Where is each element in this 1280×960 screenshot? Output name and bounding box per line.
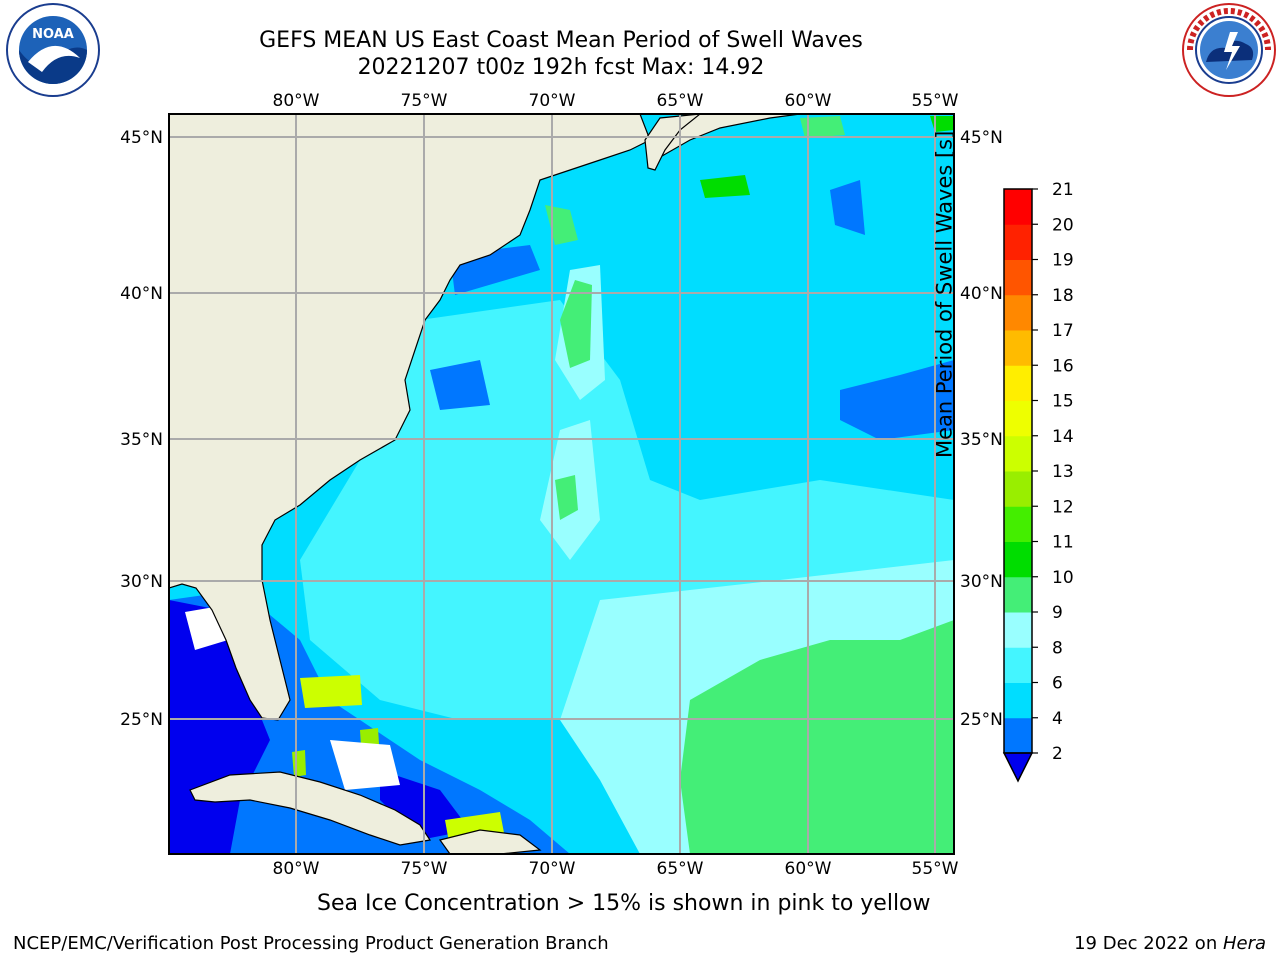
footer-date: 19 Dec 2022 on Hera bbox=[1074, 933, 1266, 954]
chart-title: GEFS MEAN US East Coast Mean Period of S… bbox=[259, 28, 863, 53]
lon-label-bottom: 70°W bbox=[529, 859, 576, 879]
colorbar-segment bbox=[1004, 400, 1032, 437]
lat-label-right: 30°N bbox=[960, 572, 1003, 592]
map-frame bbox=[168, 113, 955, 855]
footer-credit: NCEP/EMC/Verification Post Processing Pr… bbox=[13, 933, 609, 954]
colorbar-tick-label: 16 bbox=[1052, 356, 1074, 376]
field-13-14s-a bbox=[300, 675, 362, 708]
colorbar-tick-label: 19 bbox=[1052, 251, 1074, 271]
colorbar: 2 4 6 8 9 10 11 12 13 14 15 16 17 18 19 20 21 bbox=[1002, 180, 1074, 783]
colorbar-tick-label: 12 bbox=[1052, 497, 1074, 517]
colorbar-tick-label: 20 bbox=[1052, 215, 1074, 235]
colorbar-tick-label: 2 bbox=[1052, 744, 1063, 764]
colorbar-segment bbox=[1004, 471, 1032, 507]
lon-label-top: 80°W bbox=[273, 91, 320, 111]
colorbar-tick-label: 15 bbox=[1052, 392, 1074, 412]
graticule bbox=[169, 114, 954, 854]
land-hispaniola bbox=[438, 829, 542, 854]
field-9-10s-mid bbox=[555, 475, 578, 520]
colorbar-segment bbox=[1004, 506, 1032, 542]
land-cuba bbox=[189, 771, 432, 846]
colorbar-tick-label: 8 bbox=[1052, 638, 1063, 658]
colorbar-tick-label: 9 bbox=[1052, 603, 1063, 623]
field-9-10s-newfoundland bbox=[800, 116, 845, 138]
lat-label-left: 35°N bbox=[120, 430, 163, 450]
lat-label-right: 25°N bbox=[960, 710, 1003, 730]
noaa-logo: NOAA bbox=[6, 3, 100, 97]
lat-labels-right: 45°N 40°N 35°N 30°N 25°N bbox=[960, 128, 1003, 730]
colorbar-segment bbox=[1004, 682, 1032, 719]
colorbar-tick-label: 17 bbox=[1052, 321, 1074, 341]
lon-labels-bottom: 80°W 75°W 70°W 65°W 60°W 55°W bbox=[273, 859, 959, 879]
lat-label-right: 35°N bbox=[960, 430, 1003, 450]
footer-host: Hera bbox=[1222, 933, 1266, 954]
lat-label-right: 45°N bbox=[960, 128, 1003, 148]
colorbar-tick-label: 13 bbox=[1052, 462, 1074, 482]
colorbar-segment bbox=[1004, 717, 1032, 754]
lon-label-bottom: 80°W bbox=[273, 859, 320, 879]
lat-label-left: 40°N bbox=[120, 284, 163, 304]
lon-label-bottom: 65°W bbox=[657, 859, 704, 879]
field-4-6s-b bbox=[840, 360, 954, 440]
colorbar-segment bbox=[1004, 612, 1032, 648]
colorbar-segment bbox=[1004, 189, 1032, 225]
map-area bbox=[169, 114, 954, 854]
colorbar-label: Mean Period of Swell Waves [s] bbox=[932, 130, 957, 458]
colorbar-segment bbox=[1004, 435, 1032, 472]
colorbar-underflow-triangle bbox=[1002, 752, 1034, 783]
colorbar-segment bbox=[1004, 259, 1032, 296]
colorbar-segment bbox=[1004, 576, 1032, 613]
colorbar-tick-label: 21 bbox=[1052, 180, 1074, 200]
lat-label-left: 30°N bbox=[120, 572, 163, 592]
field-9-10s-north bbox=[560, 280, 592, 368]
colorbar-segment bbox=[1004, 541, 1032, 578]
colorbar-tick-label: 4 bbox=[1052, 709, 1063, 729]
colorbar-segment bbox=[1004, 294, 1032, 331]
lat-labels-left: 45°N 40°N 35°N 30°N 25°N bbox=[120, 128, 163, 730]
sea-ice-caption: Sea Ice Concentration > 15% is shown in … bbox=[317, 891, 931, 916]
colorbar-tick-label: 11 bbox=[1052, 533, 1074, 553]
field-4-6s-c bbox=[830, 180, 865, 235]
field-9-10s-georges bbox=[545, 205, 578, 245]
nws-logo bbox=[1182, 3, 1276, 97]
lat-label-right: 40°N bbox=[960, 284, 1003, 304]
lon-label-top: 55°W bbox=[912, 91, 959, 111]
colorbar-tick-label: 14 bbox=[1052, 427, 1074, 447]
land-maine-nb bbox=[644, 114, 701, 171]
field-9-10s bbox=[680, 620, 954, 854]
footer-date-text: 19 Dec 2022 on bbox=[1074, 933, 1223, 954]
field-10-11s-scotian bbox=[700, 175, 750, 198]
colorbar-segment bbox=[1004, 647, 1032, 683]
land-north-america bbox=[169, 114, 651, 721]
field-4-6s-a bbox=[430, 360, 490, 410]
chart-subtitle: 20221207 t00z 192h fcst Max: 14.92 bbox=[357, 55, 765, 80]
colorbar-tick-label: 6 bbox=[1052, 674, 1063, 694]
noaa-logo-text: NOAA bbox=[32, 27, 74, 42]
lon-label-bottom: 60°W bbox=[785, 859, 832, 879]
colorbar-tick-label: 18 bbox=[1052, 286, 1074, 306]
lon-label-bottom: 55°W bbox=[912, 859, 959, 879]
lon-labels-top: 80°W 75°W 70°W 65°W 60°W 55°W bbox=[273, 91, 959, 111]
bahamas-bank bbox=[330, 740, 400, 790]
lon-label-top: 75°W bbox=[401, 91, 448, 111]
colorbar-segment bbox=[1004, 224, 1032, 260]
lat-label-left: 45°N bbox=[120, 128, 163, 148]
lon-label-top: 65°W bbox=[657, 91, 704, 111]
colorbar-segment bbox=[1004, 365, 1032, 401]
lat-label-left: 25°N bbox=[120, 710, 163, 730]
lon-label-top: 60°W bbox=[785, 91, 832, 111]
lon-label-top: 70°W bbox=[529, 91, 576, 111]
colorbar-segment bbox=[1004, 330, 1032, 366]
lon-label-bottom: 75°W bbox=[401, 859, 448, 879]
field-12-13s-d bbox=[292, 750, 306, 777]
colorbar-tick-label: 10 bbox=[1052, 568, 1074, 588]
